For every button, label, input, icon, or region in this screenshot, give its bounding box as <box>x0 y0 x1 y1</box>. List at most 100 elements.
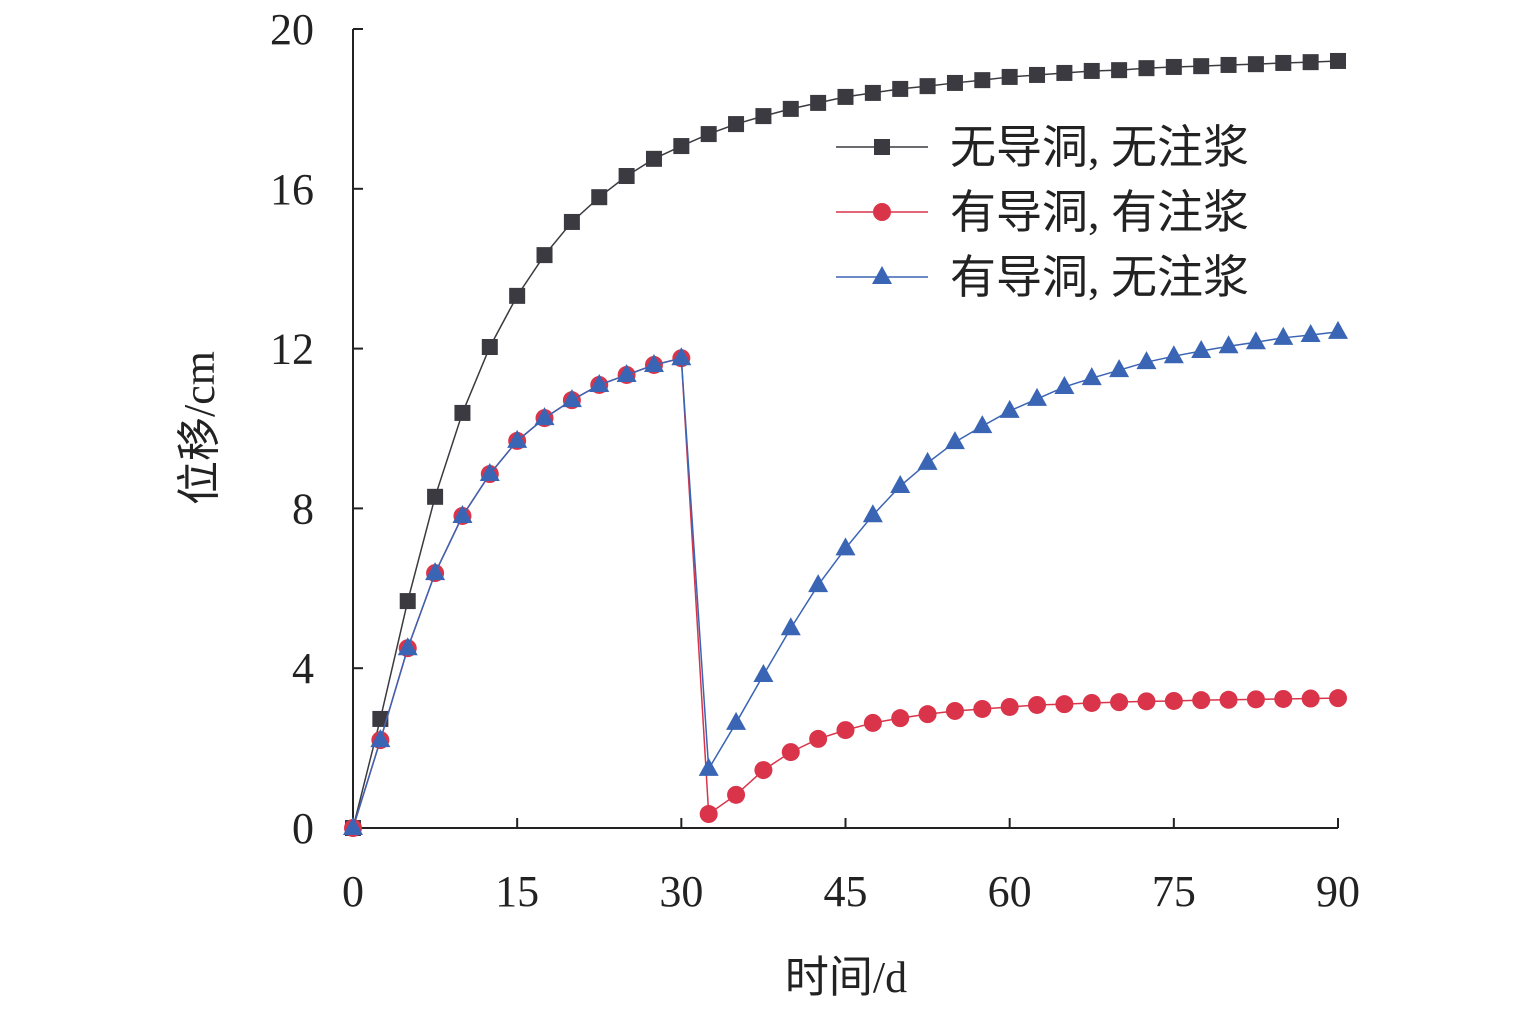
triangle-marker <box>726 711 747 730</box>
circle-marker <box>1329 689 1347 708</box>
y-tick-label: 4 <box>292 644 314 693</box>
square-marker <box>372 710 389 727</box>
circle-marker <box>809 729 828 748</box>
square-marker <box>946 74 963 91</box>
triangle-marker <box>397 637 418 656</box>
square-marker <box>1001 68 1018 85</box>
legend-label: 无导洞, 无注浆 <box>950 122 1249 173</box>
triangle-marker <box>1273 326 1294 345</box>
square-marker <box>1083 62 1100 79</box>
square-marker <box>481 339 498 356</box>
y-tick-label: 16 <box>270 165 314 214</box>
circle-marker <box>1246 690 1265 709</box>
triangle-marker <box>671 347 692 366</box>
square-marker <box>837 88 854 105</box>
series-group <box>343 52 1348 837</box>
triangle-marker <box>999 399 1020 418</box>
square-marker <box>618 168 635 185</box>
square-marker <box>728 116 745 133</box>
square-marker <box>1302 54 1319 71</box>
legend-entry: 有导洞, 无注浆 <box>836 252 1249 303</box>
square-marker <box>645 150 662 167</box>
circle-marker <box>1055 695 1074 714</box>
square-marker <box>1220 56 1237 73</box>
square-marker <box>700 126 717 143</box>
series-line <box>352 357 1339 829</box>
x-tick-label: 0 <box>342 867 364 916</box>
circle-marker <box>1219 690 1238 709</box>
triangle-marker <box>616 363 637 382</box>
triangle-marker <box>425 562 446 581</box>
y-axis-label: 位移/cm <box>175 351 224 505</box>
circle-marker <box>873 203 891 221</box>
square-marker <box>1111 62 1128 79</box>
square-marker <box>563 213 580 230</box>
square-marker <box>1056 64 1073 81</box>
triangle-marker <box>1218 335 1239 354</box>
circle-marker <box>918 705 937 724</box>
square-marker <box>810 94 827 111</box>
circle-marker <box>754 761 773 780</box>
square-marker <box>755 108 772 125</box>
circle-marker <box>945 701 964 720</box>
triangle-marker <box>808 574 829 593</box>
square-marker <box>1247 56 1264 73</box>
circle-marker <box>863 713 882 732</box>
series-triangle <box>343 320 1348 835</box>
triangle-marker <box>753 663 774 682</box>
triangle-marker <box>944 431 965 450</box>
x-tick-label: 60 <box>988 867 1032 916</box>
square-marker <box>536 247 553 264</box>
triangle-marker <box>561 389 582 408</box>
circle-marker <box>727 785 746 804</box>
triangle-marker <box>534 407 555 426</box>
circle-marker <box>836 721 855 740</box>
circle-marker <box>1301 689 1320 708</box>
series-line <box>352 60 1339 829</box>
circle-marker <box>891 709 910 728</box>
x-tick-label: 45 <box>824 867 868 916</box>
y-tick-label: 0 <box>292 804 314 853</box>
square-marker <box>864 84 881 101</box>
legend-label: 有导洞, 有注浆 <box>950 187 1249 238</box>
square-marker <box>1193 58 1210 75</box>
x-tick-label: 30 <box>659 867 703 916</box>
triangle-marker <box>780 617 801 636</box>
triangle-marker <box>1054 375 1075 394</box>
series-circle <box>344 349 1347 837</box>
x-tick-label: 75 <box>1152 867 1196 916</box>
square-marker <box>591 189 608 206</box>
y-tick-label: 8 <box>292 484 314 533</box>
y-tick-label: 20 <box>270 5 314 54</box>
square-marker <box>454 404 471 421</box>
triangle-marker <box>872 266 892 284</box>
triangle-marker <box>1300 324 1321 343</box>
triangle-marker <box>479 463 500 482</box>
circle-marker <box>781 743 800 762</box>
triangle-marker <box>1027 387 1048 406</box>
square-marker <box>974 72 991 89</box>
square-marker <box>1330 52 1346 69</box>
triangle-marker <box>835 537 856 556</box>
triangle-marker <box>1081 367 1102 386</box>
circle-marker <box>1000 697 1019 716</box>
legend-entry: 有导洞, 有注浆 <box>836 187 1249 238</box>
square-marker <box>1138 60 1155 77</box>
circle-marker <box>1137 692 1156 711</box>
triangle-marker <box>1191 339 1212 358</box>
triangle-marker <box>343 817 363 835</box>
triangle-marker <box>698 757 719 776</box>
square-marker <box>399 593 416 610</box>
circle-marker <box>1274 689 1293 708</box>
x-tick-label: 90 <box>1316 867 1360 916</box>
legend-label: 有导洞, 无注浆 <box>950 252 1249 303</box>
triangle-marker <box>1328 320 1348 339</box>
triangle-marker <box>1163 345 1184 364</box>
square-marker <box>1029 66 1046 83</box>
triangle-marker <box>890 475 911 494</box>
y-tick-label: 12 <box>270 325 314 374</box>
circle-marker <box>1164 691 1183 710</box>
square-marker <box>782 100 799 117</box>
legend-entry: 无导洞, 无注浆 <box>836 122 1249 173</box>
